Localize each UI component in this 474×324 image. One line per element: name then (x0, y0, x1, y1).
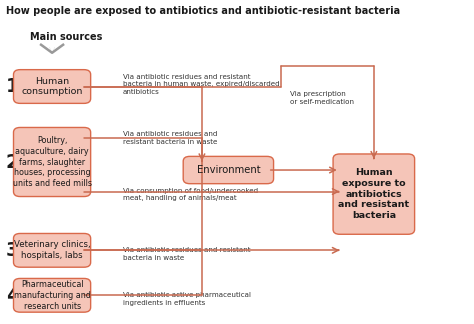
Text: 2: 2 (6, 153, 19, 171)
FancyBboxPatch shape (14, 234, 91, 267)
FancyBboxPatch shape (333, 154, 415, 234)
Text: Via consumption of food/undercooked
meat, handling of animals/meat: Via consumption of food/undercooked meat… (123, 188, 258, 201)
Text: Via antibiotic active pharmaceutical
ingredients in effluents: Via antibiotic active pharmaceutical ing… (123, 292, 251, 306)
Text: 4: 4 (6, 286, 19, 305)
Text: Human
exposure to
antibiotics
and resistant
bacteria: Human exposure to antibiotics and resist… (338, 168, 410, 220)
FancyBboxPatch shape (14, 278, 91, 312)
Text: Main sources: Main sources (30, 32, 102, 42)
Text: Via antibiotic residues and resistant
bacteria in waste: Via antibiotic residues and resistant ba… (123, 247, 250, 260)
Text: Poultry,
aquaculture, dairy
farms, slaughter
houses, processing
units and feed m: Poultry, aquaculture, dairy farms, slaug… (13, 136, 91, 188)
Text: Human
consumption: Human consumption (21, 77, 83, 96)
Text: Veterinary clinics,
hospitals, labs: Veterinary clinics, hospitals, labs (14, 240, 91, 260)
FancyBboxPatch shape (183, 156, 273, 184)
Text: Via prescription
or self-medication: Via prescription or self-medication (290, 91, 354, 105)
FancyBboxPatch shape (14, 127, 91, 197)
Text: Via antibiotic residues and
resistant bacteria in waste: Via antibiotic residues and resistant ba… (123, 132, 217, 145)
Text: How people are exposed to antibiotics and antibiotic-resistant bacteria: How people are exposed to antibiotics an… (6, 6, 400, 16)
Text: Environment: Environment (197, 165, 260, 175)
Text: Pharmaceutical
manufacturing and
research units: Pharmaceutical manufacturing and researc… (14, 280, 91, 311)
Text: 1: 1 (6, 77, 19, 96)
FancyBboxPatch shape (14, 70, 91, 103)
Text: Via antibiotic residues and resistant
bacteria in human waste, expired/discarded: Via antibiotic residues and resistant ba… (123, 74, 279, 95)
Text: 3: 3 (6, 241, 19, 260)
